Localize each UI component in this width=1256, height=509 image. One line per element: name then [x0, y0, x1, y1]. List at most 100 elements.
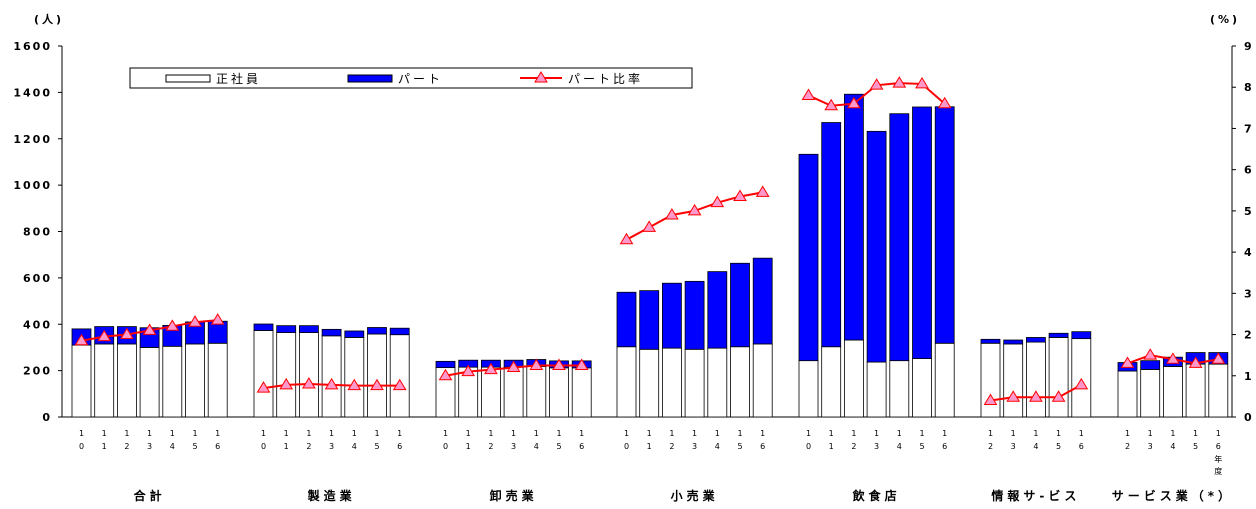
bar-seishain [1117, 370, 1138, 418]
x-tick-label: 1 [647, 442, 652, 451]
bar-part [844, 93, 864, 341]
ratio-marker [1120, 356, 1135, 368]
x-tick-label: 6 [942, 442, 947, 451]
x-tick-label: 2 [488, 442, 493, 451]
legend: 正社員 パート パート比率 [129, 67, 693, 89]
bar-seishain [707, 347, 728, 418]
category-label: サービス業（*） [1112, 488, 1234, 503]
x-tick-suffix: 度 [1214, 466, 1222, 476]
x-tick-label: 6 [1216, 442, 1221, 451]
x-tick-label: 1 [466, 442, 471, 451]
ratio-marker [937, 96, 952, 109]
bar-part [912, 106, 932, 359]
x-tick-label: 1 [534, 429, 539, 438]
x-tick-label: 5 [374, 442, 379, 451]
bar-seishain [1048, 337, 1069, 418]
left-tick-label: 800 [23, 226, 52, 239]
ratio-marker [801, 88, 816, 100]
x-tick-label: 1 [829, 442, 834, 451]
ratio-marker [915, 76, 929, 89]
bar-seishain [616, 346, 637, 418]
ratio-marker [552, 358, 566, 370]
bar-seishain [1003, 343, 1024, 418]
ratio-marker [1029, 390, 1043, 402]
ratio-marker [1143, 348, 1158, 360]
right-tick-label: 5 [1244, 205, 1252, 218]
x-tick-label: 1 [1148, 429, 1153, 438]
x-tick-labels: 1 0 1 1 1 2 1 3 1 4 1 5 1 6 1 0 1 1 1 2 1 3 1 4 1 5 1 6 1 0 1 1 1 2 1 3 1 4 1 5… [79, 429, 1222, 476]
x-tick-label: 5 [919, 442, 924, 451]
bar-part [662, 282, 682, 349]
bar-seishain [844, 339, 864, 418]
bar-part [298, 325, 319, 333]
ratio-marker [1051, 390, 1066, 402]
x-tick-label: 1 [192, 429, 197, 438]
legend-swatch-seishain [165, 74, 211, 83]
bar-seishain [1140, 369, 1161, 418]
bar-seishain [1208, 363, 1229, 418]
ratio-marker [120, 327, 134, 340]
ratio-marker [847, 96, 861, 109]
x-tick-label: 1 [1033, 429, 1038, 438]
ratio-marker [755, 185, 770, 197]
x-tick-label: 1 [215, 429, 220, 438]
bar-seishain [94, 343, 115, 418]
category-label: 合計 [134, 488, 166, 503]
ratio-marker [642, 220, 657, 232]
category-label: 製造業 [307, 488, 356, 503]
x-tick-label: 1 [352, 429, 357, 438]
ratio-marker [1211, 352, 1226, 364]
x-tick-label: 1 [737, 429, 742, 438]
bar-part [889, 113, 910, 362]
x-tick-label: 5 [1056, 442, 1061, 451]
x-tick-label: 1 [1170, 429, 1175, 438]
bar-seishain [571, 367, 592, 418]
x-tick-label: 6 [760, 442, 765, 451]
x-tick-label: 5 [1193, 442, 1198, 451]
x-tick-label: 1 [647, 429, 652, 438]
bar-seishain [821, 346, 842, 418]
x-tick-label: 1 [511, 429, 516, 438]
x-tick-label: 4 [170, 442, 175, 451]
x-tick-label: 2 [124, 442, 129, 451]
x-tick-label: 4 [1170, 442, 1175, 451]
x-tick-label: 1 [579, 429, 584, 438]
bar-seishain [980, 342, 1001, 418]
x-tick-label: 1 [261, 429, 266, 438]
x-tick-label: 1 [806, 429, 811, 438]
x-tick-label: 1 [897, 429, 902, 438]
right-tick-label: 8 [1244, 81, 1252, 94]
bar-seishain [798, 360, 819, 418]
ratio-marker [324, 377, 339, 390]
bar-part [1071, 331, 1092, 340]
ratio-marker [97, 329, 112, 342]
x-tick-label: 1 [942, 429, 947, 438]
x-tick-label: 0 [443, 442, 448, 451]
ratio-marker [438, 368, 453, 381]
bar-part [980, 338, 1001, 344]
x-tick-label: 3 [1148, 442, 1153, 451]
left-tick-label: 1600 [13, 40, 52, 53]
bar-part [616, 291, 637, 348]
x-tick-label: 1 [488, 429, 493, 438]
bar-seishain [526, 366, 547, 418]
bar-seishain [276, 332, 297, 418]
x-tick-label: 1 [102, 429, 107, 438]
bar-part [367, 327, 387, 335]
x-tick-label: 1 [306, 429, 311, 438]
bar-seishain [162, 345, 183, 418]
ratio-marker [983, 393, 998, 406]
x-tick-label: 1 [443, 429, 448, 438]
bar-seishain [866, 361, 887, 418]
bar-part [321, 328, 342, 337]
bar-seishain [71, 344, 92, 418]
x-tick-label: 5 [737, 442, 742, 451]
x-tick-label: 4 [1033, 442, 1038, 451]
right-tick-label: 0 [1244, 411, 1252, 424]
ratio-marker [279, 377, 294, 390]
ratio-marker [1006, 390, 1021, 402]
ratio-marker [347, 378, 362, 391]
ratio-marker [665, 208, 679, 220]
x-tick-label: 5 [192, 442, 197, 451]
bar-seishain [117, 343, 137, 418]
